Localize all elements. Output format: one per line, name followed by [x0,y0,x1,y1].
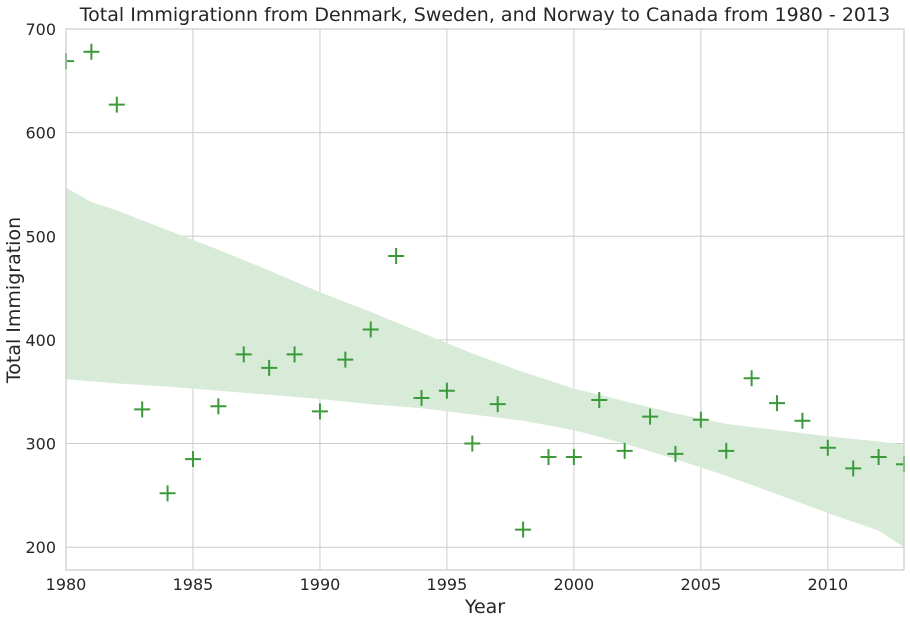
data-point [769,395,786,412]
x-tick-label: 1980 [46,575,87,594]
data-point [184,451,201,468]
data-point [845,460,862,477]
data-points [65,43,905,538]
data-point [65,53,74,70]
y-tick-label: 600 [25,124,56,143]
y-tick-label: 400 [25,331,56,350]
data-point [667,445,684,462]
data-point [692,411,709,428]
x-tick-label: 1995 [427,575,468,594]
data-point [515,521,532,538]
y-tick-label: 500 [25,227,56,246]
data-point [540,449,557,466]
data-point [388,247,405,264]
confidence-band [66,187,904,548]
data-point [210,398,227,415]
x-axis-label: Year [464,596,505,618]
data-point [337,351,354,368]
data-point [489,396,506,413]
data-point [413,389,430,406]
plot-frame [65,28,905,571]
x-tick-label: 2005 [680,575,721,594]
data-point [362,321,379,338]
data-point [438,382,455,399]
data-point [870,449,887,466]
x-tick-label: 2000 [554,575,595,594]
chart-title: Total Immigrationn from Denmark, Sweden,… [79,4,890,26]
data-point [261,359,278,376]
data-point [819,439,836,456]
data-point [311,403,328,420]
data-point [718,442,735,459]
data-point [743,370,760,387]
data-point [591,392,608,409]
data-point [565,449,582,466]
y-tick-labels: 200 300 400 500 600 700 [25,20,56,557]
data-point [83,43,100,60]
data-point [286,346,303,363]
data-point [642,408,659,425]
x-tick-label: 1985 [173,575,214,594]
y-axis-label: Total Immigration [3,217,25,384]
data-point [235,346,252,363]
x-tick-labels: 1980 1985 1990 1995 2000 2005 2010 [46,575,849,594]
data-point [108,96,125,113]
y-tick-label: 700 [25,20,56,39]
data-point [616,442,633,459]
data-point [134,401,151,418]
x-tick-label: 2010 [807,575,848,594]
data-point [464,435,481,452]
data-point [794,412,811,429]
x-tick-label: 1990 [300,575,341,594]
y-tick-label: 200 [25,538,56,557]
data-point [159,485,176,502]
y-tick-label: 300 [25,435,56,454]
